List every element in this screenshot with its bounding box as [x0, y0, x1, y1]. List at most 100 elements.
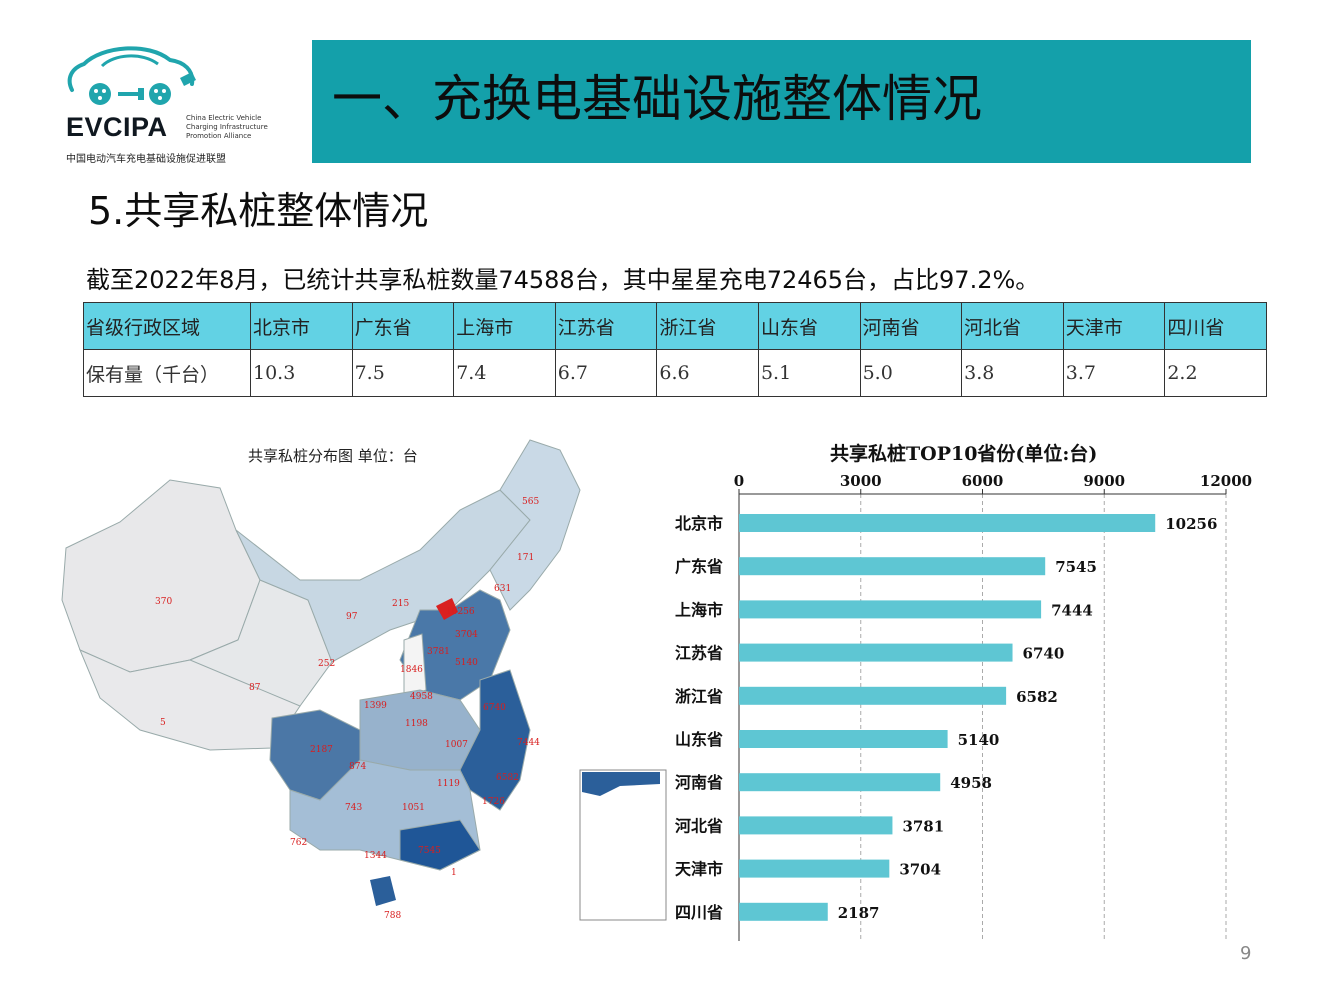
table-header-cell: 四川省	[1164, 302, 1267, 350]
table-header-cell: 天津市	[1062, 302, 1166, 350]
map-value-label: 252	[318, 659, 336, 669]
data-label: 10256	[1165, 515, 1217, 533]
table-header-cell: 北京市	[250, 302, 353, 350]
summary-text: 截至2022年8月，已统计共享私桩数量74588台，其中星星充电72465台，占…	[86, 266, 1040, 294]
table-row: 保有量（千台） 10.3 7.5 7.4 6.7 6.6 5.1 5.0 3.8…	[83, 349, 1267, 397]
map-value-label: 7545	[418, 846, 441, 856]
table-header-row: 省级行政区域 北京市 广东省 上海市 江苏省 浙江省 山东省 河南省 河北省 天…	[83, 302, 1267, 350]
title-banner: 一、充换电基础设施整体情况	[312, 40, 1251, 163]
province-table: 省级行政区域 北京市 广东省 上海市 江苏省 浙江省 山东省 河南省 河北省 天…	[83, 302, 1267, 397]
map-value-label: 1051	[402, 803, 425, 813]
category-label: 上海市	[675, 600, 723, 619]
map-value-label: 370	[155, 597, 173, 607]
map-value-label: 565	[522, 497, 540, 507]
map-value-label: 788	[384, 911, 402, 921]
category-label: 河南省	[675, 773, 723, 792]
map-value-label: 1198	[405, 719, 428, 729]
map-value-label: 171	[517, 553, 535, 563]
banner-title: 一、充换电基础设施整体情况	[332, 70, 982, 128]
bar	[739, 730, 948, 748]
map-value-label: 762	[290, 838, 308, 848]
category-label: 四川省	[675, 903, 723, 922]
map-region-beijing	[436, 598, 458, 620]
map-region	[582, 772, 660, 796]
data-label: 2187	[838, 904, 880, 922]
map-value-label: 1344	[364, 851, 387, 861]
table-cell: 保有量（千台）	[83, 349, 251, 397]
map-region	[459, 669, 531, 811]
china-distribution-map	[61, 439, 667, 921]
table-cell: 6.7	[554, 349, 658, 397]
chart-title: 共享私桩TOP10省份(单位:台)	[830, 443, 1098, 465]
data-label: 6582	[1016, 688, 1058, 706]
table-cell: 2.2	[1164, 349, 1267, 397]
map-value-label: 1399	[364, 701, 387, 711]
map-value-label: 97	[346, 612, 358, 622]
map-value-label: 10256	[446, 607, 475, 617]
category-label: 江苏省	[675, 644, 723, 663]
logo-subtitle-line: China Electric Vehicle	[186, 114, 262, 122]
table-header-cell: 山东省	[757, 302, 861, 350]
map-value-label: 3781	[427, 647, 450, 657]
map-value-label: 743	[345, 803, 363, 813]
map-value-label: 87	[249, 683, 261, 693]
x-tick-label: 3000	[840, 472, 882, 490]
map-value-label: 7444	[517, 738, 540, 748]
data-label: 6740	[1023, 645, 1065, 663]
category-label: 河北省	[675, 816, 723, 835]
car-charger-icon	[67, 46, 196, 105]
map-value-label: 1846	[400, 665, 423, 675]
bar	[739, 514, 1156, 532]
category-label: 天津市	[675, 860, 723, 879]
map-value-label: 5	[160, 718, 166, 728]
category-label: 北京市	[675, 514, 723, 533]
data-label: 3704	[899, 861, 941, 879]
table-header-cell: 江苏省	[554, 302, 658, 350]
table-cell: 6.6	[656, 349, 759, 397]
table-cell: 7.5	[351, 349, 455, 397]
bar	[739, 859, 890, 878]
top10-bar-chart: 0 3000 6000 9000 12000 北京市 10256 广东省 7545 上海市 7444…	[675, 472, 1252, 941]
map-region	[403, 633, 427, 699]
table-header-cell: 上海市	[453, 302, 556, 350]
logo-cn-name: 中国电动汽车充电基础设施促进联盟	[66, 154, 226, 165]
map-value-label: 1	[451, 868, 457, 878]
x-tick-label: 9000	[1083, 472, 1125, 490]
map-value-label: 5140	[455, 658, 478, 668]
bar	[739, 773, 941, 792]
map-region	[399, 819, 481, 871]
data-label: 7444	[1051, 601, 1093, 619]
bar	[739, 902, 828, 921]
table-header-cell: 省级行政区域	[83, 302, 251, 350]
table-cell: 5.0	[859, 349, 963, 397]
category-label: 浙江省	[675, 687, 723, 706]
table-header-cell: 广东省	[351, 302, 455, 350]
map-value-label: 6740	[483, 703, 506, 713]
map-value-label: 4958	[410, 692, 433, 702]
bar	[739, 600, 1042, 619]
logo-subtitle-line: Promotion Alliance	[186, 132, 252, 140]
map-region	[489, 439, 581, 611]
category-label: 山东省	[675, 730, 723, 749]
bar	[739, 643, 1013, 662]
table-cell: 10.3	[250, 349, 353, 397]
evcipa-logo: EVCIPA China Electric Vehicle Charging I…	[62, 38, 277, 168]
map-value-label: 1119	[437, 779, 460, 789]
map-value-label: 3704	[455, 630, 478, 640]
x-tick-label: 0	[734, 472, 744, 490]
map-region	[370, 876, 396, 906]
map-title: 共享私桩分布图 单位：台	[248, 447, 418, 465]
table-cell: 3.7	[1062, 349, 1166, 397]
logo-wordmark: EVCIPA	[66, 112, 168, 142]
data-label: 7545	[1055, 558, 1097, 576]
bar	[739, 816, 893, 835]
map-value-label: 874	[349, 762, 367, 772]
category-label: 广东省	[675, 557, 723, 576]
table-cell: 3.8	[961, 349, 1064, 397]
data-label: 5140	[958, 731, 1000, 749]
map-value-label: 215	[392, 599, 410, 609]
table-cell: 5.1	[757, 349, 861, 397]
x-tick-label: 12000	[1200, 472, 1252, 490]
data-label: 4958	[950, 774, 992, 792]
bar	[739, 686, 1007, 705]
